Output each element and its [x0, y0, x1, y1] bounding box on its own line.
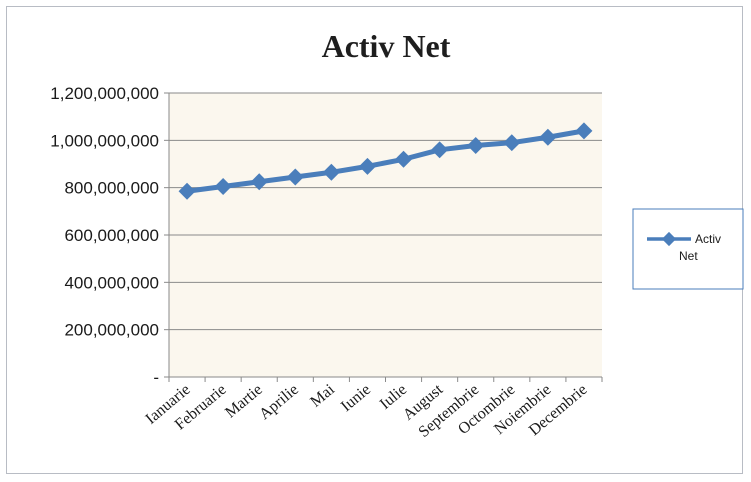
data-point — [250, 173, 268, 191]
data-point — [467, 137, 485, 155]
x-tick-label: Martie — [222, 381, 266, 421]
legend-marker-sample — [661, 231, 677, 247]
data-point — [539, 128, 557, 146]
data-point — [322, 163, 340, 181]
line-chart: Activ Net - 200,000,000 400,000,000 600,000… — [50, 28, 744, 441]
y-tick-label: 1,000,000,000 — [50, 131, 159, 150]
y-tick-label: 800,000,000 — [64, 179, 159, 198]
legend-label: Activ Net — [679, 232, 721, 263]
legend: Activ Net — [632, 208, 744, 290]
chart-title: Activ Net — [322, 28, 451, 64]
data-point — [431, 141, 449, 159]
y-tick-label: 1,200,000,000 — [50, 84, 159, 103]
data-point — [286, 168, 304, 186]
y-tick-label: - — [153, 368, 159, 387]
data-point — [575, 122, 593, 140]
series-activ-net — [178, 122, 593, 200]
x-tick-label: Mai — [307, 381, 338, 411]
y-tick-label: 600,000,000 — [64, 226, 159, 245]
x-tick-label: Aprilie — [256, 381, 302, 423]
y-tick-label: 200,000,000 — [64, 321, 159, 340]
data-point — [358, 157, 376, 175]
legend-label-line: Activ — [695, 232, 721, 246]
chart-frame: Activ Net - 200,000,000 400,000,000 600,000… — [6, 6, 744, 474]
legend-box — [632, 208, 744, 290]
legend-label-line: Net — [679, 249, 698, 263]
data-point — [178, 182, 196, 200]
data-point — [395, 150, 413, 168]
y-tick-label: 400,000,000 — [64, 273, 159, 292]
data-point — [503, 134, 521, 152]
y-axis: - 200,000,000 400,000,000 600,000,000 800,00… — [50, 84, 170, 387]
x-tick-label: Iunie — [338, 381, 374, 415]
data-point — [214, 177, 232, 195]
gridlines — [169, 92, 602, 331]
